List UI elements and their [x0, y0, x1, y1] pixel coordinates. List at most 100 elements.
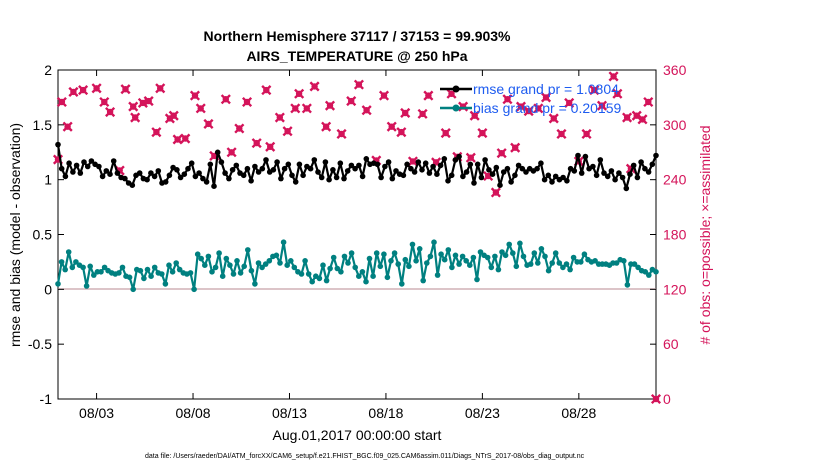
rmse-point: [192, 173, 199, 180]
rmse-point: [81, 159, 87, 165]
bias-point: [130, 286, 136, 293]
obs-count-marker: [378, 90, 390, 101]
rmse-point: [263, 157, 269, 163]
bias-point: [359, 269, 366, 275]
obs-count-marker: [423, 90, 434, 101]
bias-point: [87, 263, 93, 270]
obs-count-marker: [622, 112, 633, 123]
bias-point: [330, 254, 337, 261]
bias-point: [578, 259, 584, 265]
x-tick-label: 08/28: [561, 405, 596, 421]
obs-count-marker: [56, 96, 67, 108]
rmse-point: [382, 163, 388, 170]
rmse-point: [136, 170, 143, 176]
bias-point: [384, 274, 391, 281]
x-tick-label: 08/18: [368, 405, 403, 421]
obs-count-marker: [155, 83, 166, 94]
y-axis-label-right: # of obs: o=possible; ×=assimilated: [697, 125, 713, 344]
rmse-point: [96, 163, 102, 170]
bias-point: [520, 253, 527, 260]
obs-count-marker: [396, 127, 407, 138]
obs-count-marker: [336, 128, 347, 140]
rmse-point: [645, 169, 652, 175]
bias-point: [545, 267, 552, 274]
obs-count-marker: [346, 96, 357, 107]
rmse-point: [393, 168, 399, 174]
bias-point: [395, 261, 402, 267]
rmse-point: [162, 179, 169, 185]
obs-count-marker: [469, 110, 480, 121]
rmse-point: [486, 167, 492, 173]
obs-count-marker: [301, 103, 312, 114]
bias-point: [187, 270, 194, 276]
bias-point: [280, 239, 287, 245]
bias-point: [101, 264, 108, 271]
bias-point: [631, 261, 638, 267]
rmse-point: [174, 167, 180, 173]
bias-point: [252, 281, 258, 287]
bias-point: [377, 263, 384, 270]
obs-count-marker: [105, 106, 116, 118]
rmse-point: [404, 161, 410, 168]
legend-bias-label: bias grand pr = 0.20159: [473, 100, 621, 116]
bias-point: [169, 269, 176, 275]
x-axis: 08/03 08/08 08/13 08/18 08/23 08/28: [79, 70, 597, 421]
bias-point: [441, 256, 448, 263]
obs-count-marker: [91, 83, 102, 94]
rmse-point: [77, 170, 84, 176]
right-tick-label: 180: [663, 227, 687, 243]
rmse-point: [122, 175, 128, 182]
rmse-point: [315, 169, 321, 175]
bias-point: [91, 272, 97, 278]
bias-point: [563, 261, 570, 267]
rmse-point: [482, 157, 488, 163]
rmse-point: [292, 179, 299, 185]
obs-count-marker: [309, 81, 320, 92]
bias-point: [176, 266, 183, 273]
rmse-point: [441, 156, 448, 162]
bias-point: [391, 250, 398, 256]
plot-area: [57, 69, 657, 400]
bias-point: [653, 269, 659, 275]
legend-bias-marker: [452, 104, 460, 112]
rmse-point: [99, 173, 106, 180]
bias-point: [646, 272, 652, 278]
bias-point: [141, 275, 147, 282]
rmse-point: [274, 159, 280, 165]
rmse-point: [363, 156, 370, 162]
bias-point: [449, 264, 455, 271]
obs-count-marker: [510, 142, 521, 153]
rmse-point: [318, 174, 325, 181]
rmse-point: [222, 170, 228, 176]
rmse-point: [333, 174, 340, 181]
bias-point: [506, 241, 512, 248]
rmse-point: [270, 167, 277, 173]
bias-point: [431, 239, 437, 245]
bias-point: [277, 260, 283, 266]
bias-point: [621, 258, 627, 264]
rmse-point: [374, 161, 381, 168]
right-tick-label: 60: [663, 336, 679, 352]
bias-point: [248, 267, 255, 274]
rmse-point: [541, 176, 548, 183]
rmse-point: [426, 170, 433, 176]
obs-count-marker: [274, 112, 285, 123]
bias-point: [402, 256, 409, 263]
bias-point: [345, 260, 351, 266]
rmse-point: [564, 178, 570, 184]
obs-count-marker: [143, 96, 154, 107]
obs-count-marker: [523, 106, 534, 117]
rmse-point: [188, 160, 195, 166]
obs-count-marker: [220, 94, 231, 105]
obs-count-marker: [386, 121, 397, 132]
bias-point: [212, 264, 219, 271]
x-axis-label: Aug.01,2017 00:00:00 start: [273, 427, 442, 443]
bias-point: [245, 247, 251, 253]
rmse-point: [330, 167, 336, 173]
bias-point: [399, 281, 405, 287]
data-file-footnote: data file: /Users/raeder/DAI/ATM_forcXX/…: [145, 453, 585, 460]
rmse-point: [619, 174, 626, 181]
bias-point: [592, 258, 598, 264]
rmse-series: [55, 141, 659, 192]
